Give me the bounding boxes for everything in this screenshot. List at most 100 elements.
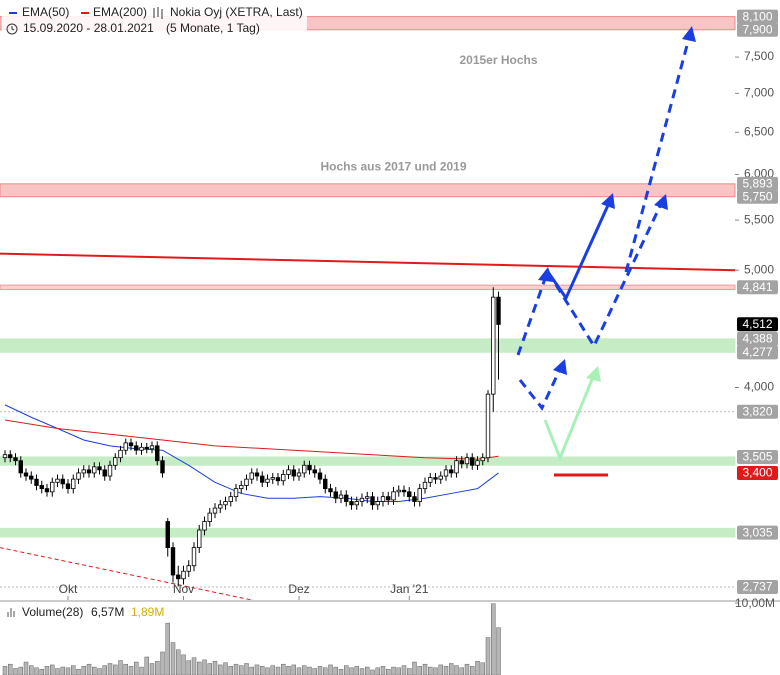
candle-body [2, 454, 8, 459]
volume-bar [65, 667, 71, 675]
volume-bar [239, 665, 244, 675]
legend-label: EMA(200) [93, 5, 147, 19]
candle-body [223, 501, 228, 506]
scenario-arrows [516, 26, 696, 477]
level-tag [737, 579, 778, 594]
candle-body [417, 488, 422, 502]
candle-body [71, 478, 76, 490]
volume-bar [275, 666, 281, 675]
volume-bar [438, 664, 443, 675]
volume-label: Volume(28) [22, 605, 83, 619]
candle-body [260, 475, 265, 483]
candle-body [107, 464, 113, 477]
candle-body [186, 565, 191, 572]
candle-body [55, 478, 60, 483]
y-tick-label: 5,000 [744, 262, 774, 276]
candle-body [401, 489, 407, 493]
volume-bar [18, 666, 23, 675]
volume-bar [181, 654, 186, 675]
x-tick-label: Nov [173, 582, 194, 596]
candle-body [338, 494, 344, 499]
zone [0, 183, 736, 198]
volume-bar [328, 664, 333, 675]
level-tag [737, 331, 778, 346]
y-tick-label: 7,000 [744, 86, 774, 100]
candle-body [370, 496, 375, 506]
level-tag [737, 189, 778, 204]
candle-body [265, 478, 270, 483]
level-label: 8,100 [742, 9, 772, 23]
candle-body [134, 445, 139, 451]
candle-body [81, 469, 86, 474]
candle-body [86, 469, 92, 474]
candle-body [128, 442, 134, 447]
volume-bar [228, 666, 233, 675]
candle-body [407, 491, 412, 498]
candle-body [155, 445, 160, 462]
volume-bar [44, 666, 50, 675]
candle-body [233, 488, 239, 498]
candle-body [433, 477, 438, 480]
ema-line [4, 419, 499, 460]
volume-bar [344, 665, 349, 675]
candle-body [197, 529, 202, 548]
volume-bar [401, 665, 407, 675]
volume-icon [7, 608, 15, 617]
candles-layer [2, 287, 501, 587]
volume-bar [212, 661, 218, 675]
candle-body [139, 446, 144, 451]
volume-bar [39, 668, 44, 675]
candle-body [249, 472, 254, 480]
volume-bar [459, 667, 464, 675]
volume-bar [233, 663, 239, 675]
volume-bar [144, 656, 149, 675]
volume-bar [396, 667, 401, 675]
volume-bar [370, 669, 375, 675]
volume-bar [317, 666, 323, 675]
candle-body [475, 460, 480, 466]
volume-legend: Volume(28) 6,57M 1,89M [7, 605, 164, 619]
legend: EMA(50) EMA(200) Nokia Oyj (XETRA, Last)… [2, 4, 307, 38]
candle-body [281, 474, 286, 482]
volume-bar [380, 666, 386, 675]
volume-bar [260, 666, 265, 675]
volume-bar [107, 663, 113, 675]
volume-bar [134, 661, 139, 675]
y-tick-label: 4,000 [744, 380, 774, 394]
volume-bar [391, 666, 396, 675]
level-label: 7,900 [742, 22, 772, 36]
level-label: 4,512 [742, 317, 772, 331]
candle-body [354, 501, 359, 506]
volume-bar [76, 668, 81, 675]
arrowhead [682, 26, 696, 42]
volume-bar [443, 666, 449, 675]
level-label: 2,737 [742, 580, 772, 594]
level-label: 3,400 [742, 466, 772, 480]
x-tick-label: Dez [288, 582, 309, 596]
arrow [546, 202, 611, 302]
candle-body [23, 472, 29, 477]
volume-bar [265, 667, 270, 675]
volume-bar [186, 660, 191, 675]
level-label: 5,893 [742, 176, 772, 190]
candle-body [60, 478, 65, 485]
y-tick-label: 5,500 [744, 212, 774, 226]
volume-bar [433, 667, 438, 675]
candle-body [464, 457, 470, 465]
candle-body [485, 393, 491, 459]
volume-bar [422, 663, 428, 675]
level-tag [737, 465, 778, 480]
volume-bar [102, 665, 107, 675]
level-tag [737, 525, 778, 540]
candle-body [76, 472, 81, 480]
volume-bar [349, 667, 354, 675]
level-label: 4,388 [742, 332, 772, 346]
candle-body [307, 464, 312, 471]
candle-body [239, 485, 244, 490]
volume-bar [123, 663, 128, 675]
candle-body [328, 488, 333, 493]
volume-bar [302, 665, 307, 675]
volume-bar [454, 665, 459, 675]
volume-bar [365, 666, 370, 675]
